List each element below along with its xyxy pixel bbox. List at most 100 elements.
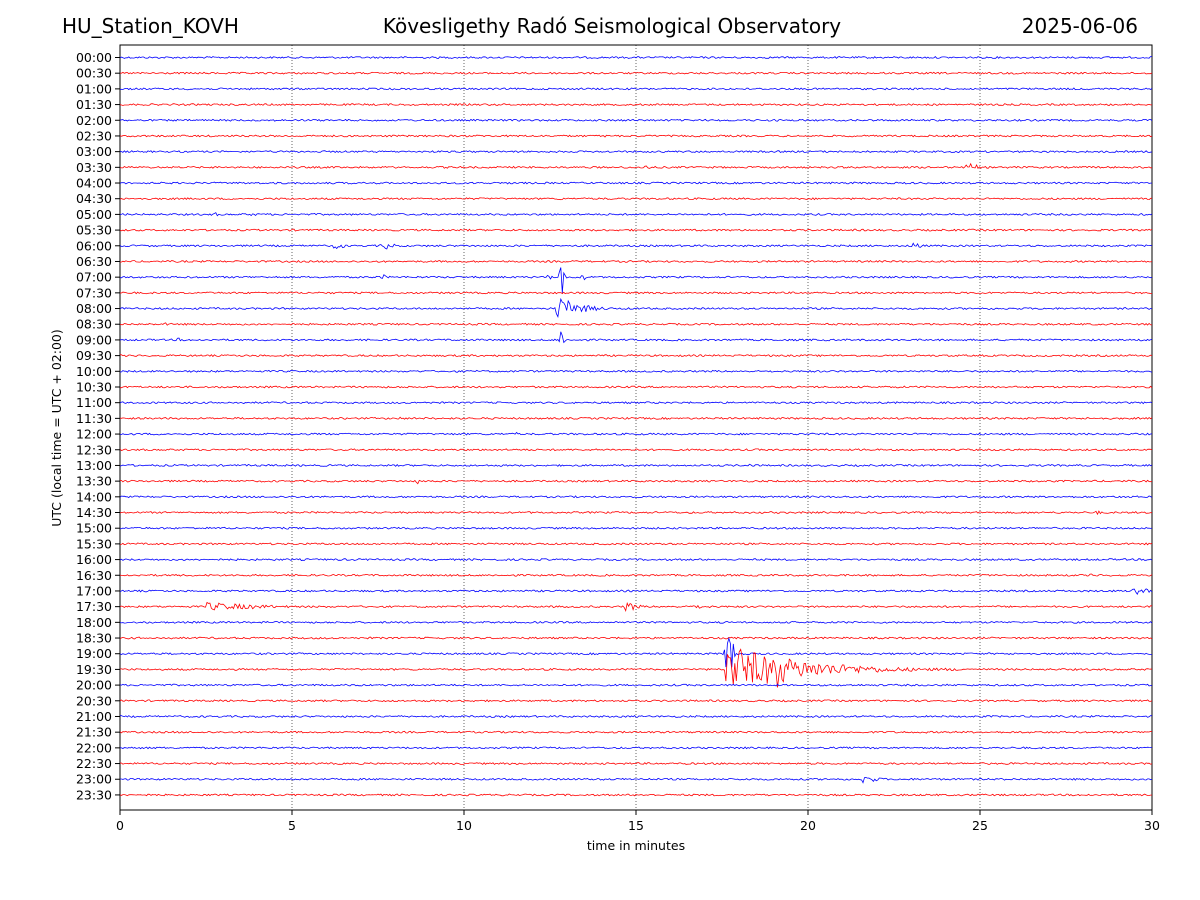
y-tick-label: 14:30 [76,505,112,520]
y-tick-label: 04:00 [76,176,112,191]
trace-0330 [119,162,1152,169]
y-tick-label: 14:00 [76,489,112,504]
trace-0430 [119,197,1153,201]
y-tick-label: 16:30 [76,568,112,583]
y-tick-label: 20:00 [76,678,112,693]
trace-2130 [119,730,1153,734]
trace-0030 [119,71,1153,75]
chart-date: 2025-06-06 [1021,14,1138,38]
trace-1300 [119,463,1153,467]
trace-2330 [119,793,1153,797]
y-tick-label: 03:00 [76,144,112,159]
y-tick-label: 01:30 [76,97,112,112]
trace-0630 [119,259,1153,263]
x-tick-label: 20 [800,818,816,833]
y-tick-label: 19:30 [76,662,112,677]
trace-0800 [119,297,1153,319]
y-tick-label: 08:00 [76,301,112,316]
trace-1800 [119,620,1153,624]
y-tick-label: 09:30 [76,348,112,363]
y-tick-label: 19:00 [76,646,112,661]
y-tick-label: 21:00 [76,709,112,724]
trace-1330 [119,479,1153,485]
trace-0730 [120,291,1152,295]
y-tick-label: 11:00 [76,395,112,410]
x-tick-label: 0 [116,818,124,833]
y-tick-label: 05:00 [76,207,112,222]
x-tick-label: 5 [288,818,296,833]
y-axis-label: UTC (local time = UTC + 02:00) [49,329,64,527]
trace-0500 [119,212,1153,217]
y-tick-label: 06:30 [76,254,112,269]
y-tick-label: 22:30 [76,756,112,771]
y-tick-label: 05:30 [76,223,112,238]
trace-1000 [119,369,1153,373]
y-tick-label: 12:30 [76,442,112,457]
y-tick-label: 08:30 [76,317,112,332]
trace-1100 [119,401,1153,405]
trace-1630 [119,573,1153,577]
y-tick-label: 15:00 [76,521,112,536]
x-tick-label: 10 [456,818,472,833]
trace-0100 [119,87,1153,91]
y-tick-label: 15:30 [76,536,112,551]
y-tick-label: 03:30 [76,160,112,175]
trace-1200 [120,431,1153,436]
trace-0830 [119,322,1153,326]
y-tick-label: 23:30 [76,787,112,802]
trace-2030 [119,699,1153,703]
trace-1730 [119,601,1152,612]
y-tick-label: 18:00 [76,615,112,630]
trace-0600 [119,242,1153,250]
trace-0530 [119,228,1153,232]
trace-2200 [119,746,1152,750]
trace-0400 [119,181,1153,185]
trace-1530 [119,542,1153,546]
y-tick-label: 13:00 [76,458,112,473]
chart-title: Kövesligethy Radó Seismological Observat… [382,14,842,38]
y-tick-label: 09:00 [76,332,112,347]
y-tick-label: 20:30 [76,693,112,708]
y-tick-label: 12:00 [76,427,112,442]
trace-0200 [119,118,1153,122]
y-tick-label: 23:00 [76,772,112,787]
y-tick-label: 04:30 [76,191,112,206]
trace-1030 [119,385,1153,389]
trace-1830 [119,636,1153,640]
y-tick-label: 16:00 [76,552,112,567]
y-tick-label: 10:30 [76,379,112,394]
trace-0930 [120,354,1153,358]
trace-0230 [119,134,1153,138]
trace-1230 [119,448,1153,452]
trace-0900 [119,331,1153,344]
y-tick-label: 07:00 [76,270,112,285]
y-tick-label: 18:30 [76,631,112,646]
trace-2230 [119,762,1153,765]
y-tick-label: 06:00 [76,238,112,253]
station-name: HU_Station_KOVH [62,14,239,38]
trace-1430 [119,510,1153,516]
y-tick-label: 21:30 [76,725,112,740]
y-tick-label: 00:00 [76,50,112,65]
trace-2000 [119,683,1153,687]
y-tick-label: 22:00 [76,740,112,755]
x-tick-label: 15 [628,818,644,833]
trace-1400 [119,495,1153,499]
x-axis-label: time in minutes [587,838,685,853]
trace-0300 [119,150,1153,154]
y-tick-label: 17:00 [76,583,112,598]
trace-1500 [119,526,1153,530]
trace-0130 [119,103,1153,107]
trace-2300 [120,777,1153,784]
y-tick-label: 13:30 [76,474,112,489]
y-tick-label: 10:00 [76,364,112,379]
y-tick-label: 07:30 [76,285,112,300]
y-tick-label: 02:00 [76,113,112,128]
x-tick-label: 30 [1144,818,1160,833]
y-tick-label: 11:30 [76,411,112,426]
trace-1930 [119,648,1153,688]
trace-2100 [119,715,1152,718]
trace-1900 [119,636,1152,668]
y-tick-label: 02:30 [76,128,112,143]
